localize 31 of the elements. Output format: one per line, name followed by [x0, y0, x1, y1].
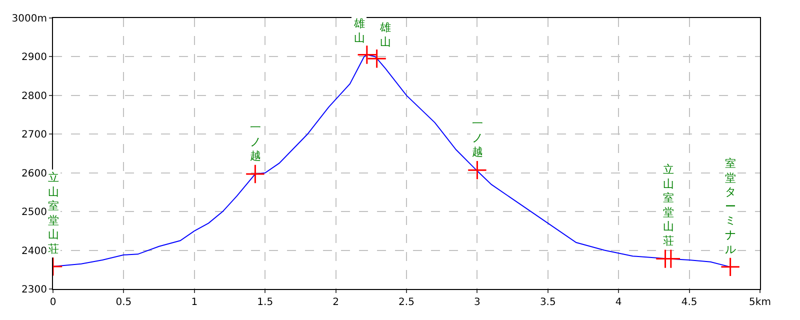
y-tick-label: 3000m [12, 14, 47, 24]
x-tick-label: 3 [474, 297, 480, 308]
x-tick-label: 0.5 [116, 297, 132, 308]
x-tick-label: 4.5 [681, 297, 698, 308]
point [245, 164, 266, 184]
annotation: 室堂ターミナル [725, 157, 736, 256]
y-tick-label: 2700 [22, 130, 47, 141]
x-tick-label: 4 [615, 297, 622, 308]
x-tick-label: 2.5 [398, 297, 414, 308]
annotation: 一ノ越 [250, 121, 261, 163]
y-tick-label: 2600 [22, 168, 47, 180]
x-tick-label: 5km [749, 297, 771, 308]
x-tick-label: 0 [50, 297, 56, 308]
point [366, 48, 387, 68]
annotation: 立山室堂山荘 [48, 171, 59, 256]
x-tick-label: 2 [332, 297, 339, 308]
y-tick-label: 2800 [22, 90, 47, 102]
y-tick-label: 2900 [22, 52, 47, 64]
annotation: 一ノ越 [472, 117, 483, 159]
annotation: 雄山 [353, 17, 365, 44]
point [357, 44, 377, 65]
annotation: 雄山 [379, 21, 391, 48]
y-tick-label: 2400 [22, 246, 47, 257]
y-tick-label: 2500 [22, 207, 47, 218]
y-tick-label: 2300 [22, 284, 47, 296]
annotation: 立山室堂山荘 [663, 163, 674, 248]
x-tick-label: 3.5 [540, 297, 556, 308]
point [467, 160, 488, 180]
x-tick-label: 1 [191, 297, 198, 308]
x-tick-label: 1.5 [257, 297, 274, 308]
point [720, 257, 740, 277]
